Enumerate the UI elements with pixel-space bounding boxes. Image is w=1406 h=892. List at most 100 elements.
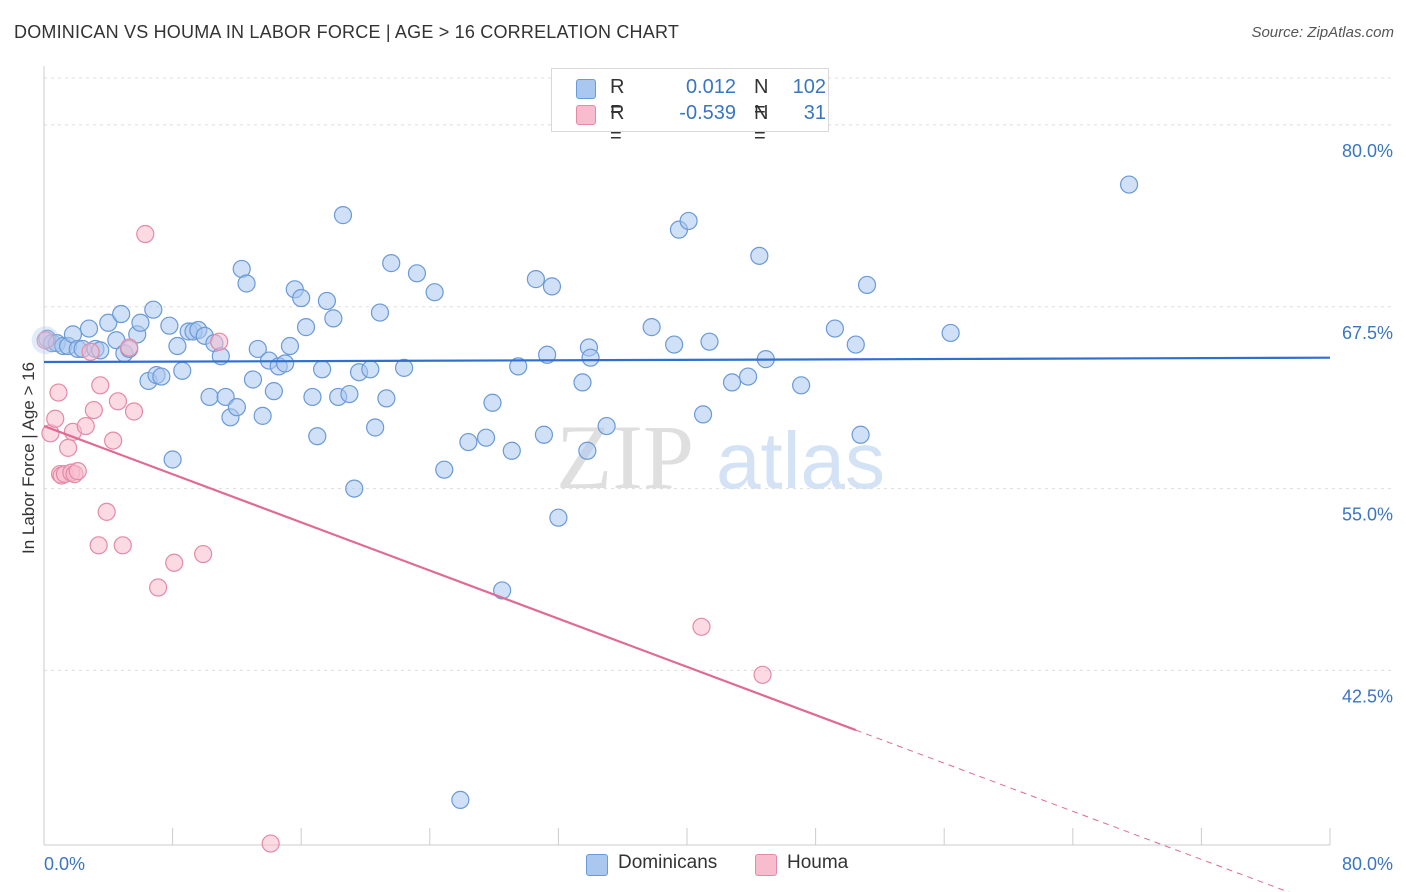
point-houma xyxy=(753,665,772,684)
legend-label-dominicans: Dominicans xyxy=(618,852,718,873)
point-dominicans xyxy=(851,425,870,444)
legend-r-value: -0.539 xyxy=(679,102,736,124)
point-dominicans xyxy=(825,319,844,338)
point-dominicans xyxy=(312,360,332,379)
point-dominicans xyxy=(483,393,502,412)
point-dominicans xyxy=(693,405,713,424)
point-dominicans xyxy=(248,339,267,359)
point-houma xyxy=(46,409,65,428)
point-dominicans xyxy=(160,316,179,335)
trend-dominicans xyxy=(43,356,1331,364)
point-dominicans xyxy=(1119,175,1139,194)
point-dominicans xyxy=(534,425,554,444)
point-dominicans xyxy=(792,376,811,395)
point-dominicans xyxy=(526,270,545,289)
trend-lines xyxy=(43,356,1331,892)
point-houma xyxy=(36,331,55,350)
point-houma xyxy=(76,416,95,436)
point-houma xyxy=(84,400,103,420)
point-dominicans xyxy=(163,450,182,469)
point-dominicans xyxy=(173,361,192,380)
point-dominicans xyxy=(296,318,316,337)
point-dominicans xyxy=(407,264,427,283)
y-tick-label: 42.5% xyxy=(1342,686,1393,706)
point-houma xyxy=(692,617,711,636)
point-dominicans xyxy=(425,283,444,302)
point-dominicans xyxy=(722,373,742,392)
point-dominicans xyxy=(493,581,512,600)
point-houma xyxy=(194,544,213,564)
point-dominicans xyxy=(280,336,300,356)
point-cluster xyxy=(31,326,60,355)
point-dominicans xyxy=(264,382,283,401)
point-dominicans xyxy=(253,406,272,425)
point-dominicans xyxy=(502,441,521,460)
legend-r-value: 0.012 xyxy=(685,76,736,98)
trend-extension-houma xyxy=(855,729,1290,892)
point-dominicans xyxy=(597,416,616,436)
point-dominicans xyxy=(459,432,478,452)
point-dominicans xyxy=(509,357,528,376)
point-dominicans xyxy=(857,275,877,295)
y-tick-label: 67.5% xyxy=(1342,323,1393,343)
point-dominicans xyxy=(377,389,396,408)
point-houma xyxy=(120,338,139,357)
point-dominicans xyxy=(243,370,263,389)
point-houma xyxy=(89,536,108,555)
point-dominicans xyxy=(333,206,353,225)
point-dominicans xyxy=(382,254,401,273)
point-dominicans xyxy=(700,332,719,351)
legend-swatch-houma xyxy=(755,854,777,876)
point-dominicans xyxy=(846,335,865,354)
point-dominicans xyxy=(168,336,187,356)
point-houma xyxy=(261,834,280,853)
point-dominicans xyxy=(292,288,311,308)
legend-label-houma: Houma xyxy=(787,852,849,873)
legend-n-label: N = xyxy=(754,76,769,121)
legend-n-label: N = xyxy=(754,102,769,147)
point-houma xyxy=(81,342,100,361)
point-dominicans xyxy=(394,358,414,377)
point-houma xyxy=(104,431,123,450)
point-houma xyxy=(97,502,116,521)
point-houma xyxy=(124,402,144,421)
point-dominicans xyxy=(578,441,597,460)
legend-r-label: R = xyxy=(610,76,625,121)
legend-swatch-dominicans xyxy=(586,854,608,876)
point-dominicans xyxy=(738,367,758,386)
point-dominicans xyxy=(324,309,343,328)
point-dominicans xyxy=(216,387,235,407)
point-dominicans xyxy=(340,384,359,404)
stats-legend: R = 0.012 N = 102 R = -0.539 N = 31 xyxy=(551,68,829,147)
legend-n-value: 102 xyxy=(792,76,826,98)
point-dominicans xyxy=(542,277,562,296)
axes xyxy=(43,66,1331,846)
point-dominicans xyxy=(750,246,769,265)
point-dominicans xyxy=(317,291,337,311)
point-dominicans xyxy=(941,323,960,343)
y-tick-label: 55.0% xyxy=(1342,505,1393,525)
point-dominicans xyxy=(276,354,295,373)
point-dominicans xyxy=(538,345,557,364)
point-dominicans xyxy=(665,335,684,354)
chart-title: DOMINICAN VS HOUMA IN LABOR FORCE | AGE … xyxy=(14,22,680,42)
x-tick-label: 0.0% xyxy=(44,854,85,874)
point-dominicans xyxy=(99,313,118,332)
trend-houma xyxy=(43,425,857,732)
point-dominicans xyxy=(361,360,380,379)
point-dominicans xyxy=(370,303,390,322)
point-houma xyxy=(210,332,229,351)
point-houma xyxy=(49,383,68,402)
point-houma xyxy=(165,553,184,572)
watermark-zip: ZIP xyxy=(556,406,694,508)
point-dominicans xyxy=(152,367,171,386)
point-dominicans xyxy=(227,398,246,417)
x-tick-label: 80.0% xyxy=(1342,854,1393,874)
legend-swatch-houma xyxy=(576,105,596,125)
point-houma xyxy=(113,536,132,555)
point-dominicans xyxy=(79,319,99,338)
y-axis-title: In Labor Force | Age > 16 xyxy=(19,362,38,554)
point-dominicans xyxy=(642,318,661,337)
source-label: Source: ZipAtlas.com xyxy=(1251,24,1394,41)
